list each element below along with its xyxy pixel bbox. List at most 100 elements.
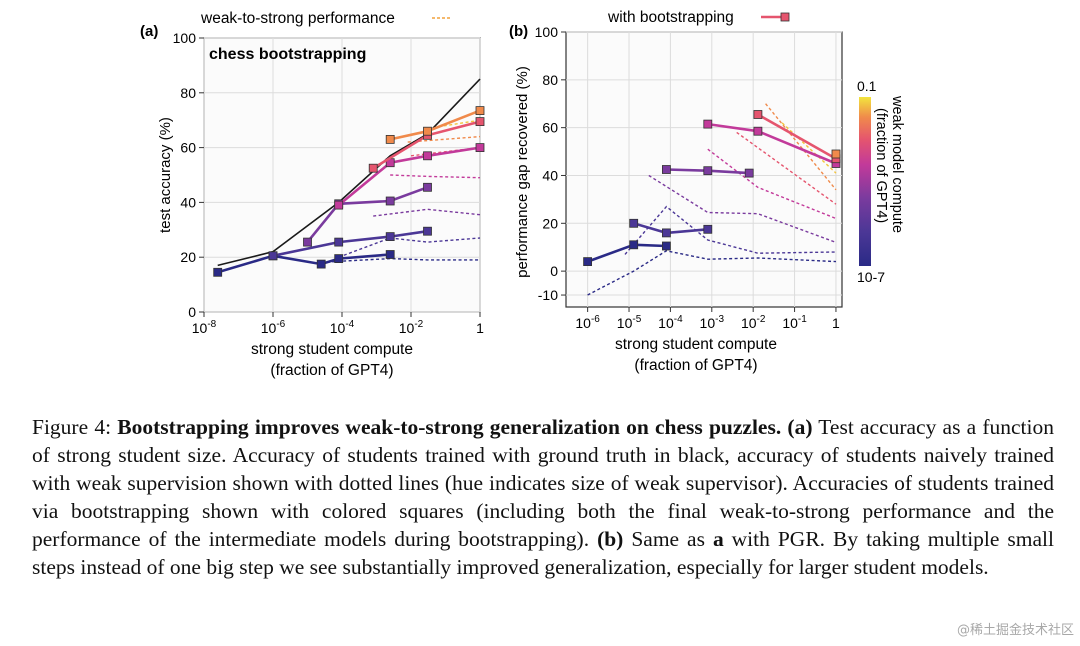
bootstrap-marker (385, 134, 395, 144)
bootstrap-marker (368, 163, 378, 173)
bootstrap-marker (629, 240, 639, 250)
caption-text-a: Test accuracy as a function of strong st… (32, 415, 1055, 551)
ytick-label: 80 (180, 85, 196, 101)
xtick-label: 10-6 (575, 314, 600, 331)
ticks-a: 10-8 10-6 10-4 10-2 1 0 20 40 60 80 100 (173, 30, 484, 336)
xtick-label: 10-4 (330, 319, 355, 336)
naive-series-line (427, 119, 481, 130)
ytick-label: 100 (535, 24, 559, 40)
xlabel-a-line2: (fraction of GPT4) (270, 362, 393, 379)
colorbar-gradient (859, 97, 871, 266)
caption-prefix: Figure 4: (32, 415, 118, 439)
bootstrap-series-line (757, 113, 837, 160)
inner-title-a: chess bootstrapping (209, 46, 366, 63)
series-b (583, 103, 841, 296)
bootstrap-marker (303, 237, 312, 247)
xtick-label: 10-1 (782, 314, 807, 331)
bootstrap-marker (423, 182, 432, 192)
bootstrap-marker (703, 166, 713, 176)
bootstrap-marker (831, 149, 841, 159)
bootstrap-marker (662, 241, 671, 251)
ytick-label: 0 (550, 263, 558, 279)
bootstrap-marker (753, 126, 763, 136)
panel-b: (b) 10-6 10-5 10-4 10-3 10-2 10-1 1 -10 0 20 40 60 8… (509, 9, 843, 374)
bootstrap-marker (385, 196, 395, 206)
bootstrap-marker (629, 218, 639, 228)
ticks-b: 10-6 10-5 10-4 10-3 10-2 10-1 1 -10 0 20 40 60 80 100 (535, 24, 840, 331)
xtick-label: 10-8 (192, 319, 217, 336)
naive-series-line (587, 250, 837, 296)
ytick-label: 60 (180, 140, 196, 156)
caption-label-b: (b) (597, 527, 624, 551)
panel-label-a: (a) (140, 23, 158, 40)
bootstrap-series-line (337, 146, 481, 207)
bootstrap-marker (475, 143, 485, 153)
grid-a (203, 37, 481, 313)
bootstrap-marker (423, 226, 432, 236)
series-a (213, 78, 485, 277)
colorbar-title-line2: (fraction of GPT4) (873, 108, 889, 223)
caption-label-a: (a) (787, 415, 813, 439)
colorbar: 0.1 10-7 weak model compute (fraction of… (857, 78, 905, 285)
legend-b-swatch-marker (780, 12, 790, 22)
xtick-label: 10-2 (741, 314, 766, 331)
naive-series-line (648, 174, 837, 244)
ytick-label: 0 (188, 304, 196, 320)
xlabel-b-line1: strong student compute (615, 336, 777, 353)
ground-truth-line (217, 78, 481, 267)
ytick-label: 60 (542, 120, 558, 136)
colorbar-title-line1: weak model compute (889, 95, 905, 233)
bootstrap-marker (385, 250, 395, 259)
legend-b-label: with bootstrapping (607, 9, 734, 26)
naive-series-line (781, 122, 837, 174)
bootstrap-marker (268, 251, 278, 261)
bootstrap-marker (334, 254, 344, 264)
bootstrap-marker (423, 126, 432, 136)
panel-label-b: (b) (509, 23, 528, 40)
bootstrap-series-line (272, 229, 428, 258)
bootstrap-marker (662, 165, 671, 174)
xtick-label: 10-5 (617, 314, 642, 331)
bootstrap-marker (316, 259, 326, 269)
ytick-label: 100 (173, 30, 197, 46)
ylabel-b: performance gap recovered (%) (514, 66, 531, 278)
caption-text-b2: with PGR. By taking multiple small steps… (32, 527, 1054, 579)
bootstrap-marker (703, 224, 713, 234)
bootstrap-series-line (306, 186, 428, 243)
ytick-label: 80 (542, 72, 558, 88)
xtick-label: 10-6 (261, 319, 286, 336)
naive-series-line (390, 174, 481, 179)
bootstrap-marker (662, 228, 671, 238)
bootstrap-marker (213, 267, 223, 277)
figure: (a) 10-8 10-6 10-4 10-2 1 0 20 40 60 80 100 chess … (140, 9, 905, 379)
bootstrap-marker (703, 119, 713, 129)
panel-a: (a) 10-8 10-6 10-4 10-2 1 0 20 40 60 80 100 chess … (140, 10, 485, 379)
bootstrap-marker (423, 151, 432, 161)
legend-a-label: weak-to-strong performance (200, 10, 395, 27)
xtick-label: 10-3 (700, 314, 725, 331)
naive-series-line (765, 103, 837, 191)
bootstrap-marker (744, 168, 754, 178)
bootstrap-marker (753, 110, 763, 119)
bootstrap-marker (334, 200, 344, 210)
xtick-label: 10-4 (658, 314, 683, 331)
bootstrap-marker (385, 232, 395, 242)
caption-bold-a: a (712, 527, 724, 551)
xlabel-b-line2: (fraction of GPT4) (634, 357, 757, 374)
bootstrap-marker (475, 117, 485, 126)
ylabel-a: test accuracy (%) (157, 117, 174, 233)
xlabel-a-line1: strong student compute (251, 341, 413, 358)
naive-series-line (624, 205, 837, 255)
xtick-label: 10-2 (399, 319, 424, 336)
ytick-label: 20 (542, 215, 558, 231)
bootstrap-marker (334, 237, 344, 247)
naive-series-line (707, 148, 837, 220)
naive-series-line (338, 237, 481, 258)
ytick-label: 20 (180, 249, 196, 265)
naive-series-line (373, 208, 481, 217)
naive-series-line (736, 131, 837, 205)
xtick-label: 1 (832, 315, 840, 331)
ytick-label: 40 (542, 167, 558, 183)
caption-text-b1: Same as (623, 527, 713, 551)
xtick-label: 1 (476, 320, 484, 336)
